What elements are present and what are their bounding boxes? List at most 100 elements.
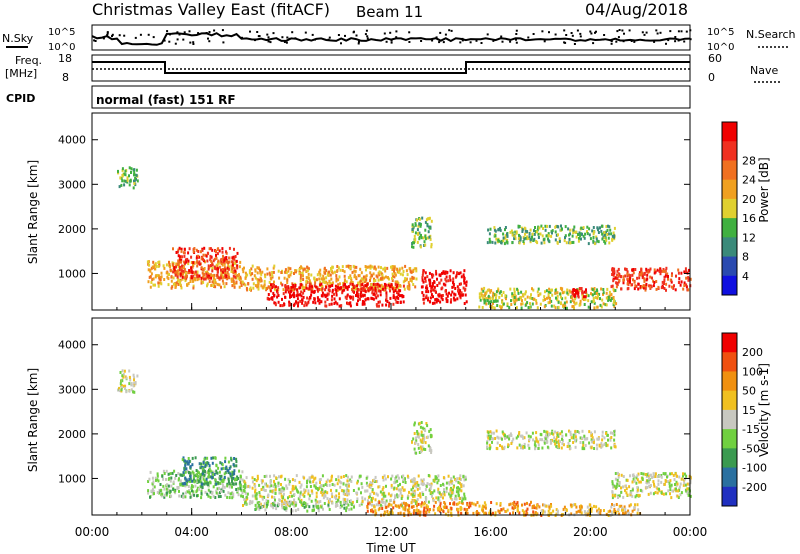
heatmap-cell <box>200 491 203 495</box>
heatmap-cell <box>432 497 435 501</box>
heatmap-cell <box>521 230 524 233</box>
heatmap-cell <box>151 482 154 486</box>
heatmap-cell <box>612 484 615 487</box>
heatmap-cell <box>522 240 525 243</box>
heatmap-cell <box>654 475 657 478</box>
heatmap-cell <box>335 500 338 504</box>
heatmap-cell <box>586 510 589 514</box>
heatmap-cell <box>374 475 377 479</box>
heatmap-cell <box>412 505 415 508</box>
heatmap-cell <box>353 505 355 509</box>
freq-tick-high: 18 <box>58 52 72 65</box>
heatmap-cell <box>299 286 302 290</box>
noise-panel: N.Sky 10^5 10^0 10^5 10^0 N.Search <box>2 24 796 53</box>
heatmap-cell <box>313 284 316 288</box>
heatmap-cell <box>484 503 487 507</box>
heatmap-cell <box>599 511 602 515</box>
heatmap-cell <box>412 245 415 249</box>
heatmap-cell <box>588 430 591 434</box>
heatmap-cell <box>123 172 126 176</box>
noise-dot <box>221 29 224 32</box>
heatmap-cell <box>487 228 490 232</box>
heatmap-cell <box>353 269 356 273</box>
heatmap-cell <box>263 279 266 283</box>
heatmap-cell <box>582 441 585 445</box>
heatmap-cell <box>550 299 553 303</box>
heatmap-cell <box>362 289 365 292</box>
heatmap-cell <box>295 474 298 478</box>
heatmap-cell <box>184 464 187 468</box>
heatmap-cell <box>226 495 229 499</box>
heatmap-cell <box>604 303 607 307</box>
heatmap-cell <box>559 286 562 290</box>
heatmap-cell <box>667 275 669 278</box>
heatmap-cell <box>506 232 508 236</box>
heatmap-cell <box>565 433 568 437</box>
heatmap-cell <box>327 500 330 504</box>
heatmap-cell <box>396 474 399 478</box>
heatmap-cell <box>523 502 526 506</box>
heatmap-cell <box>317 500 320 504</box>
heatmap-cell <box>661 280 664 284</box>
heatmap-cell <box>663 282 665 285</box>
heatmap-cell <box>482 289 485 293</box>
heatmap-cell <box>322 484 325 488</box>
heatmap-cell <box>544 224 547 228</box>
heatmap-cell <box>331 483 334 486</box>
heatmap-cell <box>419 492 421 496</box>
heatmap-cell <box>458 272 460 276</box>
noise-dot <box>590 32 593 35</box>
heatmap-cell <box>162 477 165 481</box>
heatmap-cell <box>449 278 452 282</box>
heatmap-cell <box>277 288 280 292</box>
heatmap-cell <box>502 507 505 511</box>
noise-dot <box>501 40 504 43</box>
heatmap-cell <box>409 277 412 281</box>
heatmap-cell <box>224 460 227 464</box>
heatmap-cell <box>398 476 400 480</box>
heatmap-cell <box>660 475 663 479</box>
heatmap-cell <box>401 486 404 490</box>
heatmap-cell <box>554 238 557 242</box>
heatmap-cell <box>309 485 312 488</box>
heatmap-cell <box>528 306 531 310</box>
heatmap-cell <box>438 281 441 285</box>
heatmap-cell <box>254 488 257 492</box>
heatmap-cell <box>614 289 617 292</box>
heatmap-cell <box>572 503 575 507</box>
heatmap-cell <box>615 281 618 285</box>
heatmap-cell <box>421 479 424 483</box>
heatmap-cell <box>328 303 331 307</box>
heatmap-cell <box>605 303 608 307</box>
heatmap-cell <box>568 237 571 241</box>
heatmap-cell <box>583 236 586 240</box>
heatmap-cell <box>591 293 594 297</box>
heatmap-cell <box>171 285 174 289</box>
heatmap-cell <box>252 282 255 286</box>
heatmap-cell <box>286 287 289 291</box>
heatmap-cell <box>379 289 382 293</box>
noise-dot <box>166 30 169 33</box>
heatmap-cell <box>203 246 206 250</box>
heatmap-cell <box>445 490 448 494</box>
heatmap-cell <box>220 285 222 289</box>
heatmap-cell <box>198 274 201 278</box>
heatmap-cell <box>543 305 546 309</box>
heatmap-cell <box>256 280 259 284</box>
heatmap-cell <box>179 280 181 284</box>
heatmap-cell <box>281 504 284 508</box>
heatmap-cell <box>595 443 598 447</box>
heatmap-cell <box>218 265 221 269</box>
heatmap-cell <box>172 262 174 266</box>
heatmap-cell <box>565 300 568 304</box>
heatmap-cell <box>208 247 211 251</box>
heatmap-cell <box>532 438 535 442</box>
heatmap-cell <box>272 291 275 295</box>
heatmap-cell <box>216 276 219 279</box>
heatmap-cell <box>638 480 641 484</box>
heatmap-cell <box>167 472 170 476</box>
heatmap-cell <box>623 512 626 516</box>
heatmap-cell <box>305 270 308 273</box>
heatmap-cell <box>423 502 426 506</box>
